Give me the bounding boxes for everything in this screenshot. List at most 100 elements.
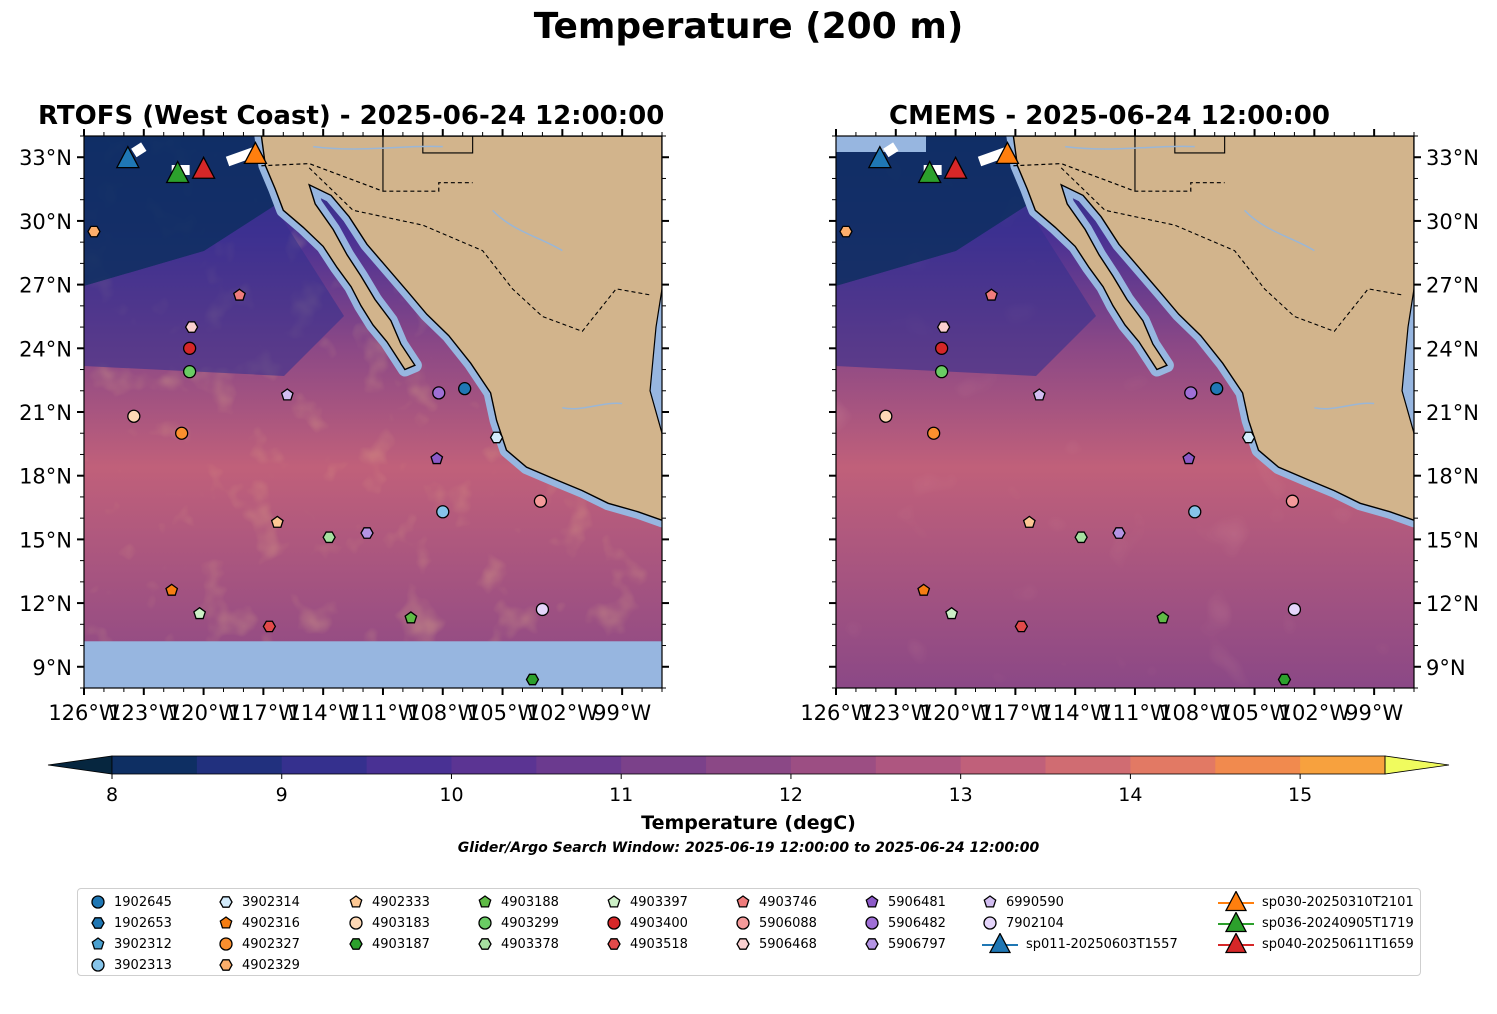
legend-marker <box>736 895 750 908</box>
legend-item: 5906468 <box>733 934 817 954</box>
legend-label: 1902653 <box>114 915 172 931</box>
colorbar-bin <box>1130 756 1216 774</box>
argo-float-7902104 <box>1287 602 1302 617</box>
argo-float-5906468 <box>184 321 199 333</box>
argo-float-6990590 <box>280 388 294 401</box>
lon-tick-label: 102°W <box>527 701 599 725</box>
legend-item: 4902316 <box>216 913 300 933</box>
glider-sp040-20250611T1659 <box>191 155 216 179</box>
legend-marker <box>219 916 233 929</box>
legend-float-marker <box>478 938 492 950</box>
legend-item: 4902329 <box>216 955 300 975</box>
legend-float-marker <box>736 895 750 908</box>
us-mexico-border <box>1013 162 1225 192</box>
legend-marker <box>478 938 492 950</box>
legend-label: sp036-20240905T1719 <box>1262 915 1414 931</box>
lat-tick-label: 15°N <box>19 528 72 552</box>
legend-marker <box>607 938 621 950</box>
legend-label: 3902312 <box>114 936 172 952</box>
us-mexico-border <box>261 162 473 192</box>
argo-float-4902316 <box>917 583 931 596</box>
lon-tick-label: 111°W <box>347 701 419 725</box>
lon-tick-label: 114°W <box>287 701 359 725</box>
colorbar-bin <box>1045 756 1131 774</box>
lat-tick-label: 27°N <box>1426 274 1479 298</box>
legend-float-marker <box>349 938 363 950</box>
argo-float-4903518 <box>1014 620 1029 633</box>
colorbar-tick-label: 11 <box>609 784 633 806</box>
lon-tick-label: 111°W <box>1099 701 1171 725</box>
lon-tick-label: 102°W <box>1279 701 1351 725</box>
argo-float-4903400 <box>934 341 949 355</box>
argo-float-5906088 <box>533 494 548 508</box>
argo-float-5906468 <box>936 321 951 333</box>
lon-tick-label: 114°W <box>1039 701 1111 725</box>
legend-item: 4903378 <box>475 934 559 954</box>
legend-label: 4902329 <box>242 957 300 973</box>
argo-float-6990590 <box>1032 388 1046 401</box>
colorbar-bin <box>706 756 792 774</box>
legend-item: sp011-20250603T1557 <box>980 933 1178 954</box>
argo-float-4903400 <box>182 341 197 355</box>
colorbar-tick-label: 15 <box>1288 784 1312 806</box>
legend-marker <box>1218 912 1254 933</box>
legend-item: 4903518 <box>604 934 688 954</box>
legend-float-marker <box>219 896 233 908</box>
legend-marker <box>1218 891 1254 912</box>
argo-float-3902314 <box>489 431 504 444</box>
legend-float-marker <box>736 938 750 950</box>
argo-float-4903378 <box>1074 531 1088 544</box>
legend-label: 5906468 <box>759 936 817 952</box>
argo-float-5906797 <box>1112 527 1126 539</box>
argo-float-5906482 <box>1184 386 1198 400</box>
argo-float-4903183 <box>127 409 141 423</box>
rivers <box>313 145 623 410</box>
masked-water <box>84 641 662 688</box>
legend-glider-marker <box>988 933 1012 954</box>
colorbar-bin <box>366 756 452 774</box>
map-panel-cmems: 126°W123°W120°W117°W114°W111°W108°W105°W… <box>800 129 1479 725</box>
colorbar-tick-label: 10 <box>439 784 463 806</box>
colorbar-bin <box>451 756 537 774</box>
argo-float-3902313 <box>436 505 450 519</box>
legend-label: 3902313 <box>114 957 172 973</box>
colorbar-tick-label: 14 <box>1118 784 1142 806</box>
legend: 1902645 1902653 3902312 3902313 3902314 49023… <box>77 888 1421 976</box>
legend-float-marker <box>736 916 750 930</box>
legend-item: sp040-20250611T1659 <box>1216 933 1414 954</box>
legend-label: 5906481 <box>888 894 946 910</box>
legend-item: 4903299 <box>475 913 559 933</box>
argo-float-4903188 <box>404 611 418 624</box>
legend-item: sp030-20250310T2101 <box>1216 891 1414 912</box>
legend-label: 4903378 <box>501 936 559 952</box>
argo-float-4902333 <box>1022 515 1036 528</box>
glider-sp011-20250603T1557 <box>867 145 892 169</box>
lon-tick-label: 120°W <box>168 701 240 725</box>
argo-float-4903746 <box>232 288 246 301</box>
legend-float-marker <box>349 916 363 930</box>
legend-glider-marker <box>1224 891 1248 912</box>
legend-marker <box>478 895 492 908</box>
lat-tick-label: 33°N <box>1426 146 1479 170</box>
legend-item: 4902327 <box>216 934 300 954</box>
legend-label: 3902314 <box>242 894 300 910</box>
legend-item: 4903187 <box>346 934 430 954</box>
map-panels: 126°W123°W120°W117°W114°W111°W108°W105°W… <box>19 129 1479 725</box>
lat-tick-label: 12°N <box>1426 592 1479 616</box>
argo-float-4903187 <box>525 673 540 686</box>
legend-label: 4902327 <box>242 936 300 952</box>
lat-tick-label: 9°N <box>1426 656 1466 680</box>
lon-tick-label: 117°W <box>980 701 1052 725</box>
lat-tick-label: 15°N <box>1426 528 1479 552</box>
argo-float-4902329 <box>839 225 853 238</box>
colorbar-bin <box>790 756 877 774</box>
colorbar-extend-max <box>1384 755 1450 775</box>
legend-marker <box>219 896 233 908</box>
colorbar-bin <box>1215 756 1301 774</box>
legend-item: 5906088 <box>733 913 817 933</box>
legend-marker <box>219 937 233 951</box>
argo-float-4903397 <box>193 606 207 620</box>
lat-tick-label: 30°N <box>1426 210 1479 234</box>
legend-label: 4903183 <box>372 915 430 931</box>
legend-label: 4903400 <box>630 915 688 931</box>
